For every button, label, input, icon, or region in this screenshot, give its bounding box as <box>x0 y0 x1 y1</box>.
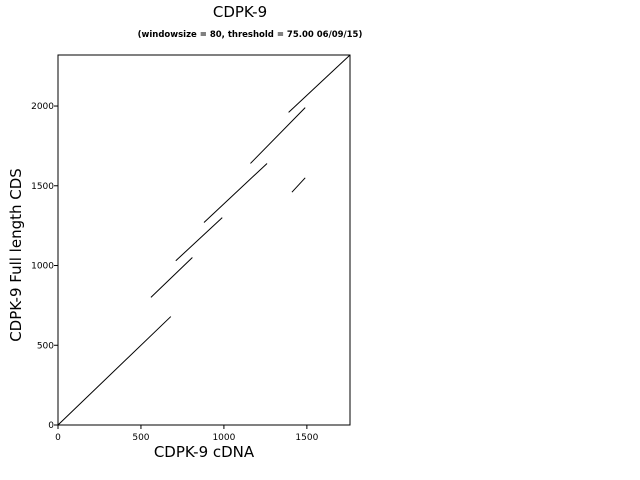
alignment-segment <box>175 217 223 262</box>
y-tick-label: 0 <box>48 421 54 431</box>
alignment-segment <box>203 163 268 223</box>
plot-frame <box>57 54 351 426</box>
chart-title: CDPK-9 <box>213 3 267 21</box>
y-tick-label: 2000 <box>31 102 54 112</box>
y-axis-label: CDPK-9 Full length CDS <box>7 168 25 342</box>
y-tick-label: 1500 <box>31 182 54 192</box>
y-axis-ticks: 0 500 1000 1500 2000 <box>31 102 58 431</box>
x-tick-label: 0 <box>55 433 61 443</box>
x-axis-label: CDPK-9 cDNA <box>154 443 255 461</box>
alignment-segments <box>57 54 351 426</box>
x-tick-label: 1500 <box>295 433 318 443</box>
y-tick-label: 500 <box>37 341 54 351</box>
alignment-segment <box>291 177 306 193</box>
x-tick-label: 500 <box>132 433 149 443</box>
y-tick-label: 1000 <box>31 262 54 272</box>
alignment-segment <box>288 54 351 113</box>
chart-subtitle: (windowsize = 80, threshold = 75.00 06/0… <box>138 30 363 40</box>
x-tick-label: 1000 <box>212 433 235 443</box>
alignment-segment <box>250 107 306 164</box>
alignment-segment <box>57 316 172 426</box>
x-axis-ticks: 0 500 1000 1500 <box>55 425 319 443</box>
alignment-segment <box>150 257 193 298</box>
